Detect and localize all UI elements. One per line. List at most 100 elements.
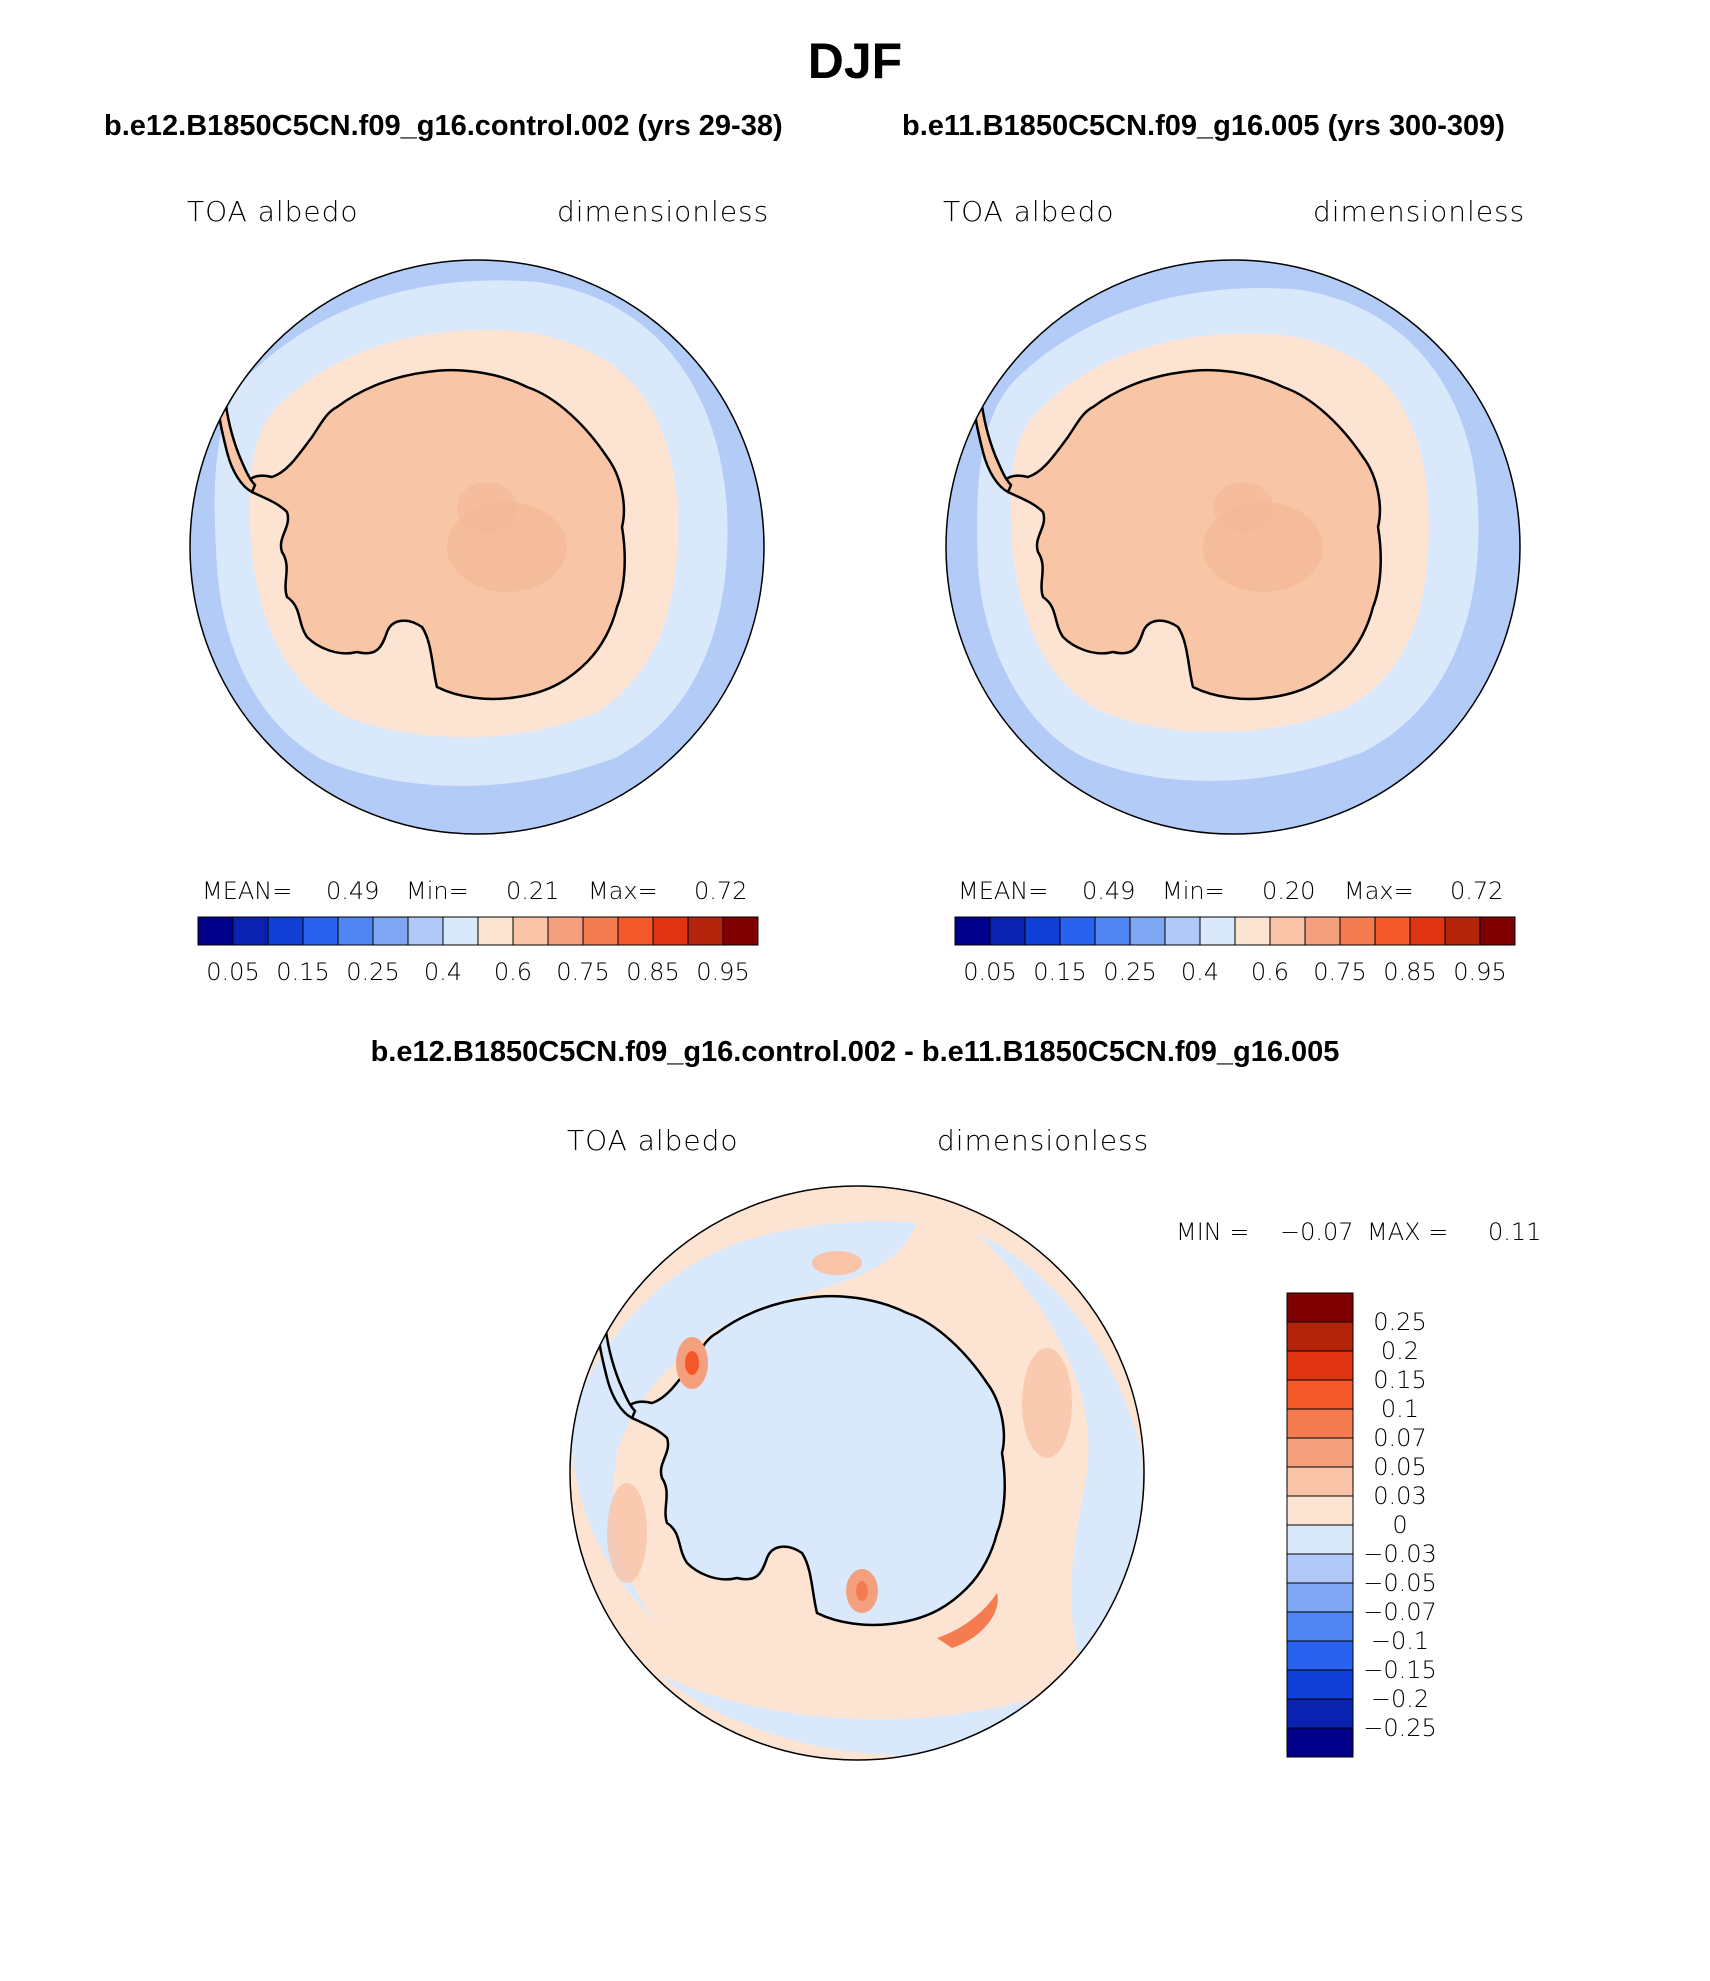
colorbar-tick-label: −0.07	[1363, 1598, 1437, 1626]
colorbar-swatch	[1286, 1582, 1354, 1613]
colorbar-swatch	[1129, 916, 1166, 946]
panel-2-max-value: 0.72	[1450, 877, 1504, 905]
colorbar-swatch	[1286, 1350, 1354, 1381]
difference-units-label: dimensionless	[937, 1124, 1150, 1157]
colorbar-tick-label: 0.1	[1380, 1395, 1420, 1423]
colorbar-swatch	[652, 916, 689, 946]
colorbar-swatch	[442, 916, 479, 946]
colorbar-swatch	[1094, 916, 1131, 946]
colorbar-swatch	[954, 916, 991, 946]
colorbar-swatch	[1286, 1495, 1354, 1526]
colorbar-tick-label: −0.2	[1370, 1685, 1430, 1713]
colorbar-swatch	[1286, 1408, 1354, 1439]
colorbar-tick-label: 0.15	[1033, 958, 1087, 986]
colorbar-tick-label: 0.07	[1373, 1424, 1427, 1452]
colorbar-swatch	[337, 916, 374, 946]
colorbar-swatch	[477, 916, 514, 946]
colorbar-swatch	[1286, 1698, 1354, 1729]
colorbar-swatch	[1199, 916, 1236, 946]
colorbar-tick-label: 0.03	[1373, 1482, 1427, 1510]
colorbar-tick-label: −0.05	[1363, 1569, 1437, 1597]
colorbar-tick-label: −0.15	[1363, 1656, 1437, 1684]
colorbar-tick-label: 0.15	[276, 958, 330, 986]
figure-title: DJF	[807, 33, 903, 89]
colorbar-swatch	[1286, 1524, 1354, 1555]
panel-1-variable-label: TOA albedo	[187, 195, 359, 228]
panel-1-min-label: Min=	[406, 877, 469, 905]
colorbar-swatch	[1286, 1466, 1354, 1497]
colorbar-swatch	[617, 916, 654, 946]
colorbar-tick-label: 0.6	[1250, 958, 1290, 986]
difference-max-value: 0.11	[1488, 1218, 1542, 1246]
panel-1-mean-label: MEAN=	[202, 877, 293, 905]
colorbar-swatch	[512, 916, 549, 946]
colorbar-tick-label: 0.85	[626, 958, 680, 986]
colorbar-tick-label: 0.95	[696, 958, 750, 986]
colorbar-swatch	[722, 916, 759, 946]
colorbar-tick-label: 0.6	[493, 958, 533, 986]
colorbar-tick-label: 0.4	[1180, 958, 1220, 986]
colorbar-swatch	[232, 916, 269, 946]
colorbar-swatch	[687, 916, 724, 946]
colorbar-tick-label: −0.03	[1363, 1540, 1437, 1568]
panel-2-min-label: Min=	[1162, 877, 1225, 905]
colorbar-tick-label: 0.15	[1373, 1366, 1427, 1394]
panel-2-mean-label: MEAN=	[958, 877, 1049, 905]
panel-1-units-label: dimensionless	[557, 195, 770, 228]
difference-max-label: MAX =	[1367, 1218, 1449, 1246]
colorbar-swatch	[1374, 916, 1411, 946]
colorbar-swatch	[1286, 1727, 1354, 1758]
panel-2-min-value: 0.20	[1262, 877, 1316, 905]
difference-min-label: MIN =	[1176, 1218, 1250, 1246]
colorbar-swatch	[1286, 1553, 1354, 1584]
colorbar-swatch	[547, 916, 584, 946]
colorbar-tick-label: 0.05	[206, 958, 260, 986]
colorbar-swatch	[1286, 1379, 1354, 1410]
colorbar-swatch	[1339, 916, 1376, 946]
colorbar-tick-label: 0.05	[1373, 1453, 1427, 1481]
colorbar-tick-label: 0.2	[1380, 1337, 1420, 1365]
colorbar-tick-label: 0.05	[963, 958, 1017, 986]
panel-1-max-label: Max=	[588, 877, 658, 905]
colorbar-swatch	[197, 916, 234, 946]
colorbar-tick-label: −0.1	[1370, 1627, 1430, 1655]
colorbar-swatch	[1059, 916, 1096, 946]
colorbar-swatch	[267, 916, 304, 946]
panel-2-case-title: b.e11.B1850C5CN.f09_g16.005 (yrs 300-309…	[902, 110, 1505, 142]
panel-2-units-label: dimensionless	[1313, 195, 1526, 228]
colorbar-swatch	[372, 916, 409, 946]
colorbar-swatch	[989, 916, 1026, 946]
colorbar-swatch	[1286, 1611, 1354, 1642]
panel-1-mean-value: 0.49	[326, 877, 380, 905]
colorbar-swatch	[1269, 916, 1306, 946]
difference-colorbar	[1286, 1292, 1354, 1758]
colorbar-swatch	[1024, 916, 1061, 946]
colorbar-tick-label: 0.25	[1103, 958, 1157, 986]
colorbar-tick-label: 0.4	[423, 958, 463, 986]
colorbar-tick-label: 0.25	[346, 958, 400, 986]
difference-variable-label: TOA albedo	[567, 1124, 739, 1157]
colorbar-swatch	[1479, 916, 1516, 946]
panel-2-variable-label: TOA albedo	[943, 195, 1115, 228]
colorbar-swatch	[1286, 1292, 1354, 1323]
colorbar-swatch	[1286, 1640, 1354, 1671]
colorbar-swatch	[582, 916, 619, 946]
panel-1-max-value: 0.72	[694, 877, 748, 905]
colorbar-tick-label: 0.85	[1383, 958, 1437, 986]
colorbar-swatch	[1409, 916, 1446, 946]
panel-2-max-label: Max=	[1344, 877, 1414, 905]
colorbar-swatch	[1164, 916, 1201, 946]
panel-2-map	[945, 259, 1521, 835]
panel-1-min-value: 0.21	[506, 877, 560, 905]
colorbar-swatch	[1304, 916, 1341, 946]
colorbar-swatch	[1444, 916, 1481, 946]
colorbar-swatch	[1286, 1321, 1354, 1352]
panel-1-colorbar	[197, 916, 759, 946]
panel-2-colorbar	[954, 916, 1516, 946]
colorbar-swatch	[1286, 1669, 1354, 1700]
colorbar-tick-label: 0.75	[1313, 958, 1367, 986]
colorbar-swatch	[1234, 916, 1271, 946]
panel-2-mean-value: 0.49	[1082, 877, 1136, 905]
difference-min-value: −0.07	[1280, 1218, 1354, 1246]
